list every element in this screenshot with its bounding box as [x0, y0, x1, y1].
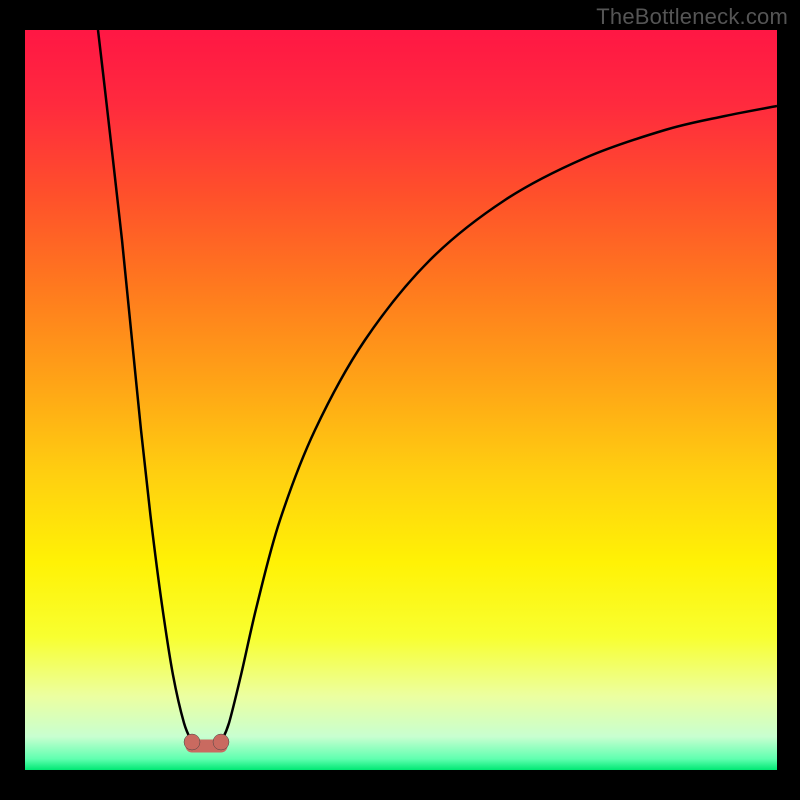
marker-left — [184, 734, 200, 750]
chart-plot-area — [25, 30, 777, 770]
curve-right — [221, 106, 777, 742]
marker-right — [213, 734, 229, 750]
chart-overlay — [25, 30, 777, 770]
watermark-text: TheBottleneck.com — [596, 4, 788, 30]
curve-left — [98, 30, 192, 742]
